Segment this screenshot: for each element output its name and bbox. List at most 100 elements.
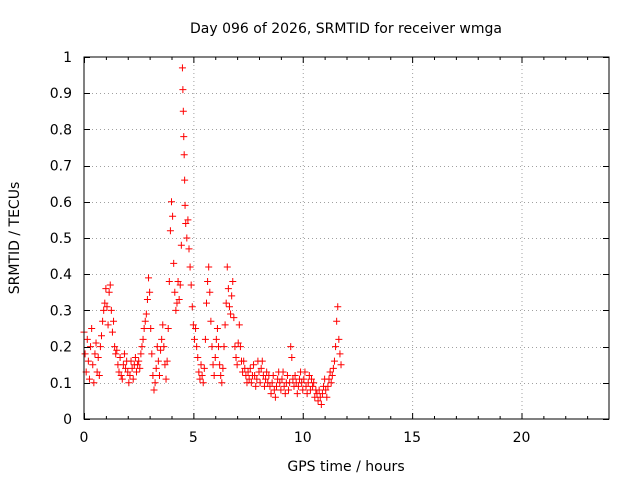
x-tick-label: 20	[513, 430, 531, 446]
data-point	[142, 310, 150, 318]
x-tick-label: 15	[403, 430, 421, 446]
data-point	[138, 343, 146, 351]
data-point	[280, 382, 288, 390]
data-point	[170, 259, 178, 267]
data-point	[289, 375, 297, 383]
data-point	[234, 339, 242, 347]
data-point	[185, 245, 193, 253]
data-point	[335, 335, 343, 343]
data-point	[194, 353, 202, 361]
data-point	[89, 361, 97, 369]
data-point	[92, 339, 100, 347]
data-point	[151, 379, 159, 387]
data-point	[133, 368, 140, 376]
data-point	[95, 372, 103, 380]
data-point	[198, 372, 206, 380]
data-point	[253, 375, 261, 383]
data-point	[159, 321, 167, 329]
data-point	[175, 296, 183, 304]
data-point	[161, 361, 169, 369]
data-point	[236, 343, 244, 351]
data-point	[91, 350, 99, 358]
data-point	[90, 379, 98, 387]
data-point	[116, 353, 124, 361]
data-point	[111, 343, 119, 351]
data-point	[330, 357, 338, 365]
data-point	[283, 372, 291, 380]
data-point	[310, 379, 318, 387]
data-point	[190, 335, 198, 343]
data-point	[324, 382, 332, 390]
data-point	[329, 364, 337, 372]
data-point	[315, 386, 323, 394]
data-point	[200, 364, 208, 372]
y-tick-label: 0	[63, 412, 72, 428]
data-point	[115, 368, 123, 376]
data-point	[287, 343, 295, 351]
x-tick-label: 5	[189, 430, 198, 446]
data-point	[172, 306, 180, 314]
x-axis-label: GPS time / hours	[287, 459, 404, 475]
data-point	[257, 364, 265, 372]
data-point	[206, 288, 214, 296]
data-point	[106, 281, 114, 289]
y-axis-label: SRMTID / TECUs	[7, 182, 23, 295]
data-point	[328, 372, 336, 380]
data-point	[278, 375, 286, 383]
data-point	[183, 234, 191, 242]
data-point	[176, 281, 184, 289]
data-point	[217, 372, 225, 380]
data-point	[178, 64, 186, 72]
data-point	[108, 328, 116, 336]
data-point	[128, 364, 136, 372]
data-point	[314, 397, 322, 405]
data-point	[246, 364, 254, 372]
data-point	[225, 303, 233, 311]
y-tick-label: 0.4	[50, 267, 72, 283]
data-point	[154, 357, 162, 365]
data-point	[148, 350, 156, 358]
data-point	[227, 310, 235, 318]
data-point	[160, 343, 168, 351]
data-point	[201, 335, 209, 343]
data-point	[192, 325, 200, 332]
data-point	[213, 325, 221, 332]
data-point	[87, 343, 95, 351]
y-tick-label: 0.8	[50, 122, 72, 138]
data-point	[302, 382, 310, 390]
data-point	[155, 372, 163, 380]
data-point	[193, 343, 201, 351]
data-point	[110, 317, 118, 325]
data-point	[107, 306, 115, 314]
data-point	[245, 375, 253, 383]
data-point	[270, 386, 278, 394]
data-point	[251, 372, 259, 380]
x-tick-label: 0	[80, 430, 89, 446]
data-point	[288, 353, 296, 361]
data-point	[271, 393, 279, 401]
data-point	[333, 317, 341, 325]
data-point	[240, 357, 248, 365]
data-point	[211, 353, 219, 361]
data-point	[273, 382, 280, 390]
data-point	[99, 317, 107, 325]
data-point	[232, 353, 240, 361]
data-point	[96, 343, 104, 351]
data-point	[153, 343, 161, 351]
data-point	[332, 343, 340, 351]
data-point	[134, 361, 142, 369]
data-point	[100, 306, 108, 314]
data-point	[189, 321, 197, 329]
data-point	[150, 386, 158, 394]
data-point	[164, 325, 172, 332]
data-point	[208, 343, 216, 351]
y-tick-label: 0.6	[50, 195, 72, 211]
data-point	[182, 220, 190, 228]
data-point	[317, 401, 325, 409]
data-point	[122, 364, 130, 372]
data-point	[184, 216, 192, 224]
data-point	[143, 296, 151, 304]
data-point	[299, 386, 307, 394]
data-point	[305, 372, 313, 380]
data-point	[117, 372, 125, 380]
